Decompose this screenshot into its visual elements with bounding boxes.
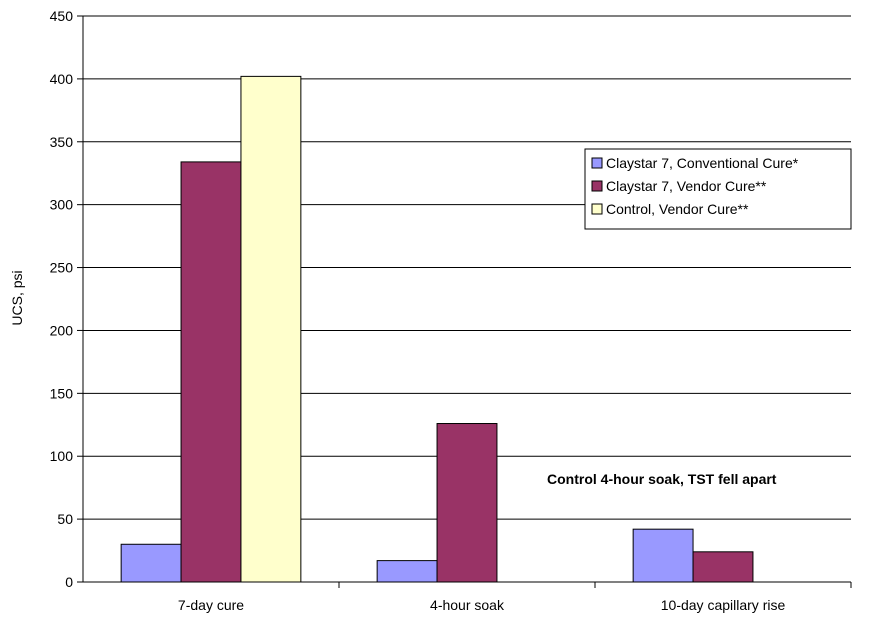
legend-label: Control, Vendor Cure** [606, 201, 749, 217]
bar [692, 551, 754, 583]
y-tick-label: 300 [50, 197, 74, 213]
legend-swatch [591, 180, 603, 192]
bar [240, 75, 302, 583]
y-tick-label: 0 [65, 574, 73, 590]
legend-box [584, 148, 852, 230]
annotation-text: Control 4-hour soak, TST fell apart [547, 471, 777, 487]
y-tick-label: 250 [50, 260, 74, 276]
y-tick-label: 150 [50, 385, 74, 401]
y-tick-label: 200 [50, 322, 74, 338]
bar [180, 161, 242, 583]
y-tick-label: 50 [57, 511, 73, 527]
x-tick-label: 4-hour soak [430, 597, 505, 613]
x-tick-label: 7-day cure [178, 597, 244, 613]
y-tick-label: 100 [50, 448, 74, 464]
y-tick-label: 450 [50, 8, 74, 24]
y-tick-label: 400 [50, 71, 74, 87]
bar [120, 543, 182, 583]
legend-label: Claystar 7, Vendor Cure** [606, 178, 767, 194]
y-axis-title: UCS, psi [9, 270, 25, 325]
y-tick-label: 350 [50, 134, 74, 150]
legend-label: Claystar 7, Conventional Cure* [606, 155, 799, 171]
legend-swatch [591, 157, 603, 169]
bar [436, 423, 498, 583]
bar [632, 528, 694, 583]
legend: Claystar 7, Conventional Cure* Claystar 7… [584, 148, 852, 230]
legend-swatch [591, 203, 603, 215]
x-tick-label: 10-day capillary rise [661, 597, 786, 613]
bar [376, 560, 438, 583]
